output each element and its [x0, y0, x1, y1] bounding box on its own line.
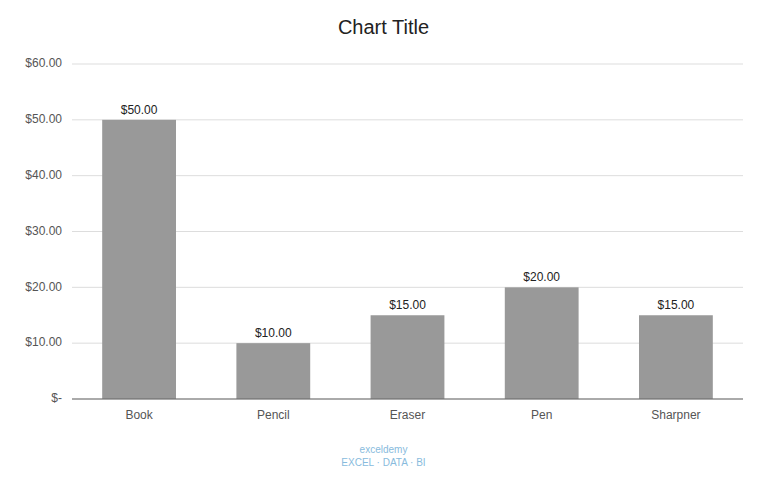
x-axis-line — [72, 399, 743, 400]
grid-line — [72, 399, 743, 400]
x-tick-label: Pen — [531, 408, 552, 422]
data-label: $15.00 — [658, 298, 695, 312]
data-labels: $50.00 $10.00 $15.00 $20.00 $15.00 — [121, 103, 695, 340]
x-ticks: Book Pencil Eraser Pen Sharpner — [125, 408, 700, 422]
data-label: $20.00 — [523, 270, 560, 284]
bar — [639, 315, 713, 399]
y-grid — [72, 64, 743, 399]
grid-line — [72, 64, 743, 65]
annotation-line: exceldemy — [360, 444, 408, 455]
bar — [371, 315, 445, 399]
data-label: $10.00 — [255, 326, 292, 340]
y-tick-label: $20.00 — [25, 280, 62, 294]
y-tick-label: $50.00 — [25, 112, 62, 126]
y-tick-label: $60.00 — [25, 56, 62, 70]
y-tick-label: $30.00 — [25, 224, 62, 238]
x-tick-label: Sharpner — [651, 408, 700, 422]
chart: Chart Title $- $10.00 $20.00 $30.00 $40.00 $50… — [0, 0, 767, 487]
x-tick-label: Book — [125, 408, 153, 422]
annotation-line: EXCEL · DATA · BI — [341, 457, 425, 468]
y-tick-label: $40.00 — [25, 168, 62, 182]
bar — [505, 287, 579, 399]
annotation: exceldemy EXCEL · DATA · BI — [341, 444, 425, 468]
y-tick-label: $- — [51, 391, 62, 405]
data-label: $50.00 — [121, 103, 158, 117]
data-label: $15.00 — [389, 298, 426, 312]
y-tick-label: $10.00 — [25, 335, 62, 349]
bar — [102, 120, 176, 399]
bar — [236, 343, 310, 399]
bars — [102, 120, 713, 399]
y-ticks: $- $10.00 $20.00 $30.00 $40.00 $50.00 $60.00 — [25, 56, 62, 405]
x-tick-label: Pencil — [257, 408, 290, 422]
x-tick-label: Eraser — [390, 408, 425, 422]
title: Chart Title — [338, 16, 429, 38]
